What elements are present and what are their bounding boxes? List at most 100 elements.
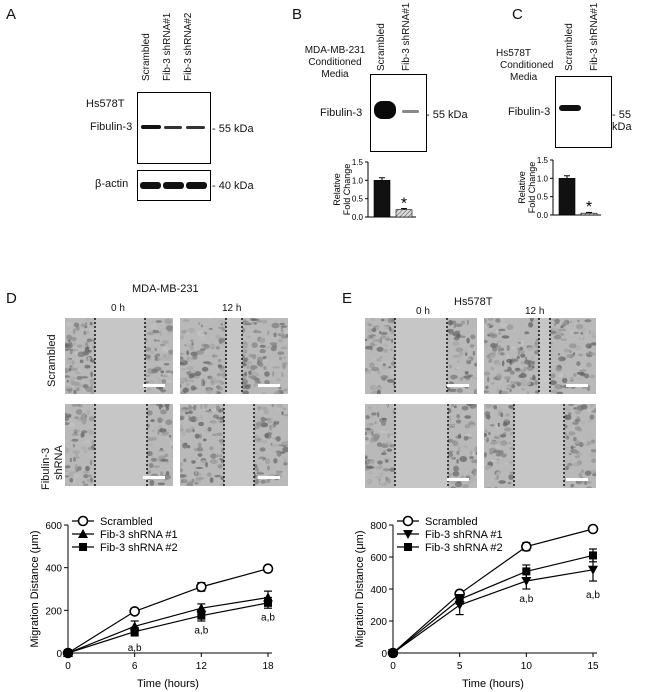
cell	[386, 336, 390, 342]
cell	[488, 431, 491, 436]
cell	[485, 437, 490, 443]
data-point	[587, 523, 599, 535]
cell	[197, 447, 204, 452]
cell	[144, 347, 152, 352]
data-point	[588, 565, 598, 575]
cell	[465, 357, 472, 361]
cell	[180, 411, 184, 416]
cell	[576, 416, 580, 420]
cell	[499, 352, 505, 356]
cell	[73, 381, 80, 387]
cell	[77, 417, 82, 422]
cell	[568, 431, 576, 436]
cell	[157, 450, 166, 453]
cell	[369, 362, 375, 369]
cell	[282, 446, 288, 453]
cell	[166, 372, 172, 376]
cell	[199, 414, 203, 420]
lane-label-b-1: Scrambled	[376, 23, 387, 71]
cell	[215, 385, 221, 389]
cell	[263, 358, 268, 363]
cell	[65, 482, 68, 486]
cell	[280, 346, 288, 350]
cell	[531, 355, 534, 362]
cell	[157, 417, 163, 423]
cell	[463, 445, 468, 449]
cell	[451, 456, 457, 460]
cell	[283, 388, 288, 392]
cell	[380, 335, 387, 339]
cell	[274, 390, 280, 394]
cell	[591, 330, 596, 337]
cell	[168, 349, 173, 355]
cell-line-label-a: Hs578T	[86, 98, 125, 110]
cell	[180, 358, 186, 363]
cell	[594, 408, 596, 411]
x-axis-label: Time (hours)	[137, 678, 199, 690]
significance-annotation: a,b	[261, 613, 275, 624]
cell	[484, 429, 488, 434]
cell	[183, 344, 188, 347]
cell	[378, 448, 385, 453]
cell	[500, 412, 504, 418]
protein-label-a-actin: β-actin	[95, 178, 129, 190]
cell	[573, 436, 577, 442]
cell	[464, 415, 472, 419]
cell	[163, 474, 171, 480]
cell	[184, 434, 187, 439]
cell	[470, 477, 477, 482]
cell	[485, 464, 491, 469]
y-axis-label-line: Fold Change	[527, 162, 537, 214]
cell	[563, 348, 571, 353]
protein-label-b: Fibulin-3	[320, 107, 363, 119]
cell	[369, 384, 378, 391]
cell	[376, 442, 382, 447]
cell	[573, 407, 578, 410]
cell	[376, 463, 379, 467]
cell	[279, 322, 285, 326]
cell	[163, 363, 170, 366]
cell	[484, 339, 488, 344]
cell	[568, 412, 572, 416]
cell	[275, 418, 279, 423]
cell	[495, 453, 501, 457]
cell	[163, 436, 170, 439]
cell	[448, 320, 453, 326]
cell	[519, 350, 526, 354]
panel-letter-a: A	[6, 6, 17, 23]
y-tick-label: 400	[45, 564, 62, 575]
cell	[194, 469, 198, 476]
cell	[486, 414, 491, 420]
cell	[88, 328, 95, 332]
cell	[558, 356, 566, 362]
cell	[586, 362, 592, 368]
cell	[192, 370, 197, 373]
cell	[562, 377, 568, 384]
cell	[453, 440, 459, 447]
conditioned-media-title-b: MDA-MB-231 Conditioned Media	[290, 45, 380, 81]
cell	[259, 344, 266, 348]
data-point	[521, 577, 532, 586]
cell	[65, 386, 73, 389]
cell	[576, 405, 584, 411]
cell	[466, 480, 473, 485]
legend-marker	[402, 515, 414, 527]
cell	[197, 330, 205, 337]
cell	[367, 328, 373, 334]
cell	[509, 388, 512, 393]
cell	[208, 405, 216, 410]
cell	[463, 435, 469, 441]
cell	[89, 378, 96, 385]
cell	[574, 418, 581, 422]
cell	[189, 426, 192, 431]
cell	[68, 370, 73, 376]
cell	[589, 374, 596, 379]
panel-letter-d: D	[6, 290, 17, 307]
cell	[566, 354, 574, 359]
cell	[484, 432, 488, 438]
cell	[366, 431, 370, 435]
cell	[70, 348, 74, 352]
y-tick-label: 800	[370, 521, 387, 532]
cell	[496, 373, 503, 380]
cell	[153, 465, 161, 469]
